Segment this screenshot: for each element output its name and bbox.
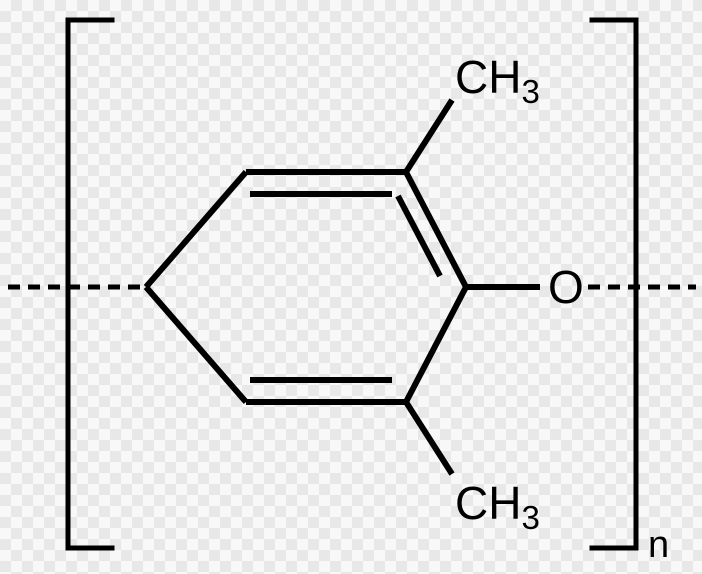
ch3-bot-text: CH [455,477,521,529]
bond-double [398,196,440,276]
oxygen-text: O [548,261,584,313]
bracket-left [68,20,112,548]
label-oxygen: O [548,260,584,314]
bond-hex [146,172,246,287]
label-ch3-top: CH3 [455,50,540,112]
label-repeat-n: n [648,524,669,567]
bond-to-ch3-bot [406,402,452,474]
ch3-top-text: CH [455,51,521,103]
ch3-top-sub: 3 [521,74,539,111]
label-ch3-bottom: CH3 [455,476,540,538]
ch3-bot-sub: 3 [521,500,539,537]
bracket-right [592,20,636,548]
bond-to-ch3-top [406,100,452,172]
structure-svg [0,0,702,574]
bond-hex [146,287,246,402]
bond-hex [406,287,466,402]
repeat-n-text: n [648,524,669,566]
